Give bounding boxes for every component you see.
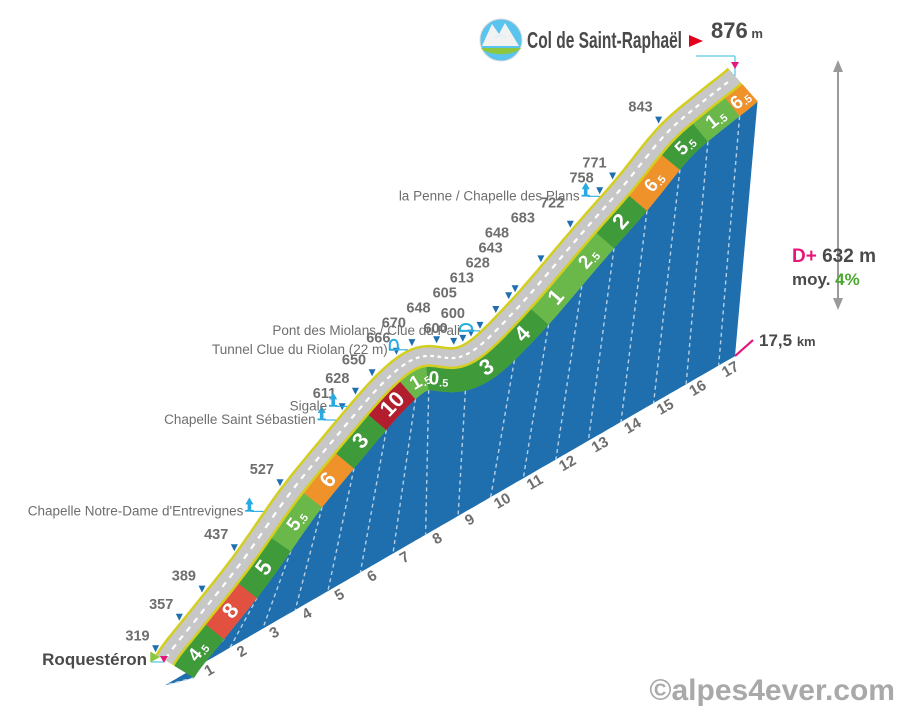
svg-text:600: 600	[441, 306, 465, 322]
svg-text:628: 628	[466, 256, 490, 272]
svg-text:9: 9	[462, 511, 478, 530]
svg-text:643: 643	[478, 241, 502, 257]
svg-text:2: 2	[234, 642, 250, 661]
svg-text:437: 437	[204, 527, 228, 543]
svg-text:moy. 4%: moy. 4%	[792, 270, 860, 289]
svg-text:389: 389	[172, 569, 196, 585]
svg-text:6: 6	[364, 567, 380, 586]
svg-text:la Penne / Chapelle des Plans: la Penne / Chapelle des Plans	[399, 188, 580, 203]
svg-text:527: 527	[250, 462, 274, 478]
svg-text:7: 7	[397, 548, 413, 567]
svg-text:4: 4	[299, 604, 315, 623]
svg-text:605: 605	[433, 286, 457, 302]
svg-text:©alpes4ever.com: ©alpes4ever.com	[649, 674, 895, 707]
svg-text:683: 683	[511, 211, 535, 227]
svg-text:613: 613	[450, 271, 474, 287]
svg-text:648: 648	[485, 226, 509, 242]
svg-text:Roquestéron: Roquestéron	[42, 650, 147, 669]
svg-text:Tunnel Clue du Riolan (22 m): Tunnel Clue du Riolan (22 m)	[212, 342, 388, 357]
svg-text:Pont des Miolans / Clue du Pal: Pont des Miolans / Clue du Pali	[272, 323, 460, 338]
svg-text:843: 843	[628, 100, 652, 116]
svg-text:Col de Saint-Raphaël: Col de Saint-Raphaël	[527, 27, 682, 53]
svg-text:648: 648	[406, 301, 430, 317]
svg-text:357: 357	[149, 597, 173, 613]
svg-text:D+ 632 m: D+ 632 m	[792, 246, 876, 267]
svg-text:319: 319	[125, 628, 149, 644]
svg-text:758: 758	[569, 170, 593, 186]
svg-text:Sigale: Sigale	[290, 398, 328, 413]
svg-text:Chapelle Notre-Dame d'Entrevig: Chapelle Notre-Dame d'Entrevignes	[28, 503, 244, 518]
svg-text:628: 628	[325, 371, 349, 387]
svg-text:5: 5	[332, 586, 348, 605]
svg-text:Chapelle Saint Sébastien: Chapelle Saint Sébastien	[164, 412, 316, 427]
svg-text:3: 3	[267, 623, 283, 642]
svg-text:17,5 km: 17,5 km	[759, 331, 816, 350]
svg-text:876 m: 876 m	[711, 18, 763, 43]
svg-text:8: 8	[429, 529, 445, 548]
svg-text:771: 771	[582, 155, 606, 171]
